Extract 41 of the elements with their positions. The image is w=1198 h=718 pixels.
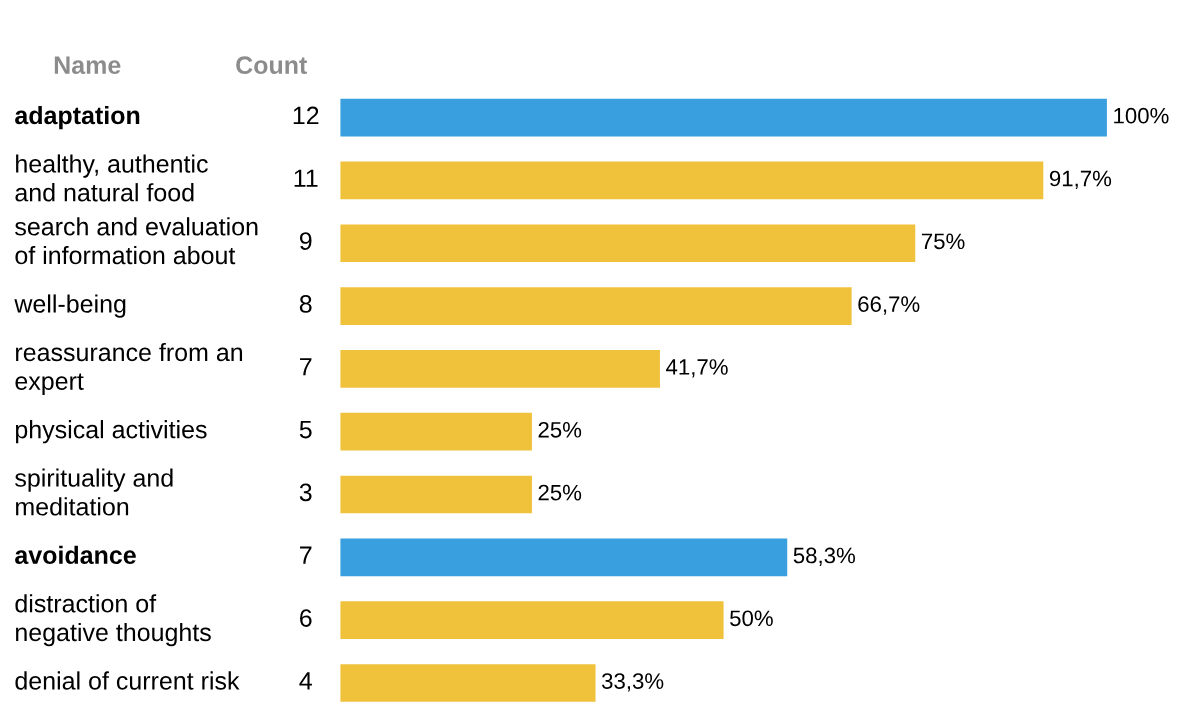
data-label: 25% xyxy=(538,421,582,438)
y2-tick-label: 8 xyxy=(299,295,312,313)
bar xyxy=(340,161,1044,200)
y-tick-label: distraction of negative thoughts xyxy=(15,594,211,647)
data-label: 25% xyxy=(538,484,582,501)
y2-tick-label: 5 xyxy=(299,420,312,439)
y2-tick-label: 9 xyxy=(299,232,312,250)
y-tick-label: avoidance xyxy=(15,545,136,565)
bar xyxy=(340,98,1107,137)
bar xyxy=(340,601,724,640)
y-tick-label: reassurance from an expert xyxy=(15,342,243,395)
y-tick-label: adaptation xyxy=(15,105,140,130)
bar xyxy=(340,475,532,514)
y-tick-label: spirituality and meditation xyxy=(15,468,173,516)
y-tick-label: well-being xyxy=(14,294,126,318)
text: Name xyxy=(54,56,121,75)
text: Count xyxy=(236,56,308,75)
y-tick-label: search and evaluation of information about xyxy=(15,217,258,265)
y-tick-label: denial of current risk xyxy=(15,671,240,690)
data-label: 66,7% xyxy=(858,296,920,315)
y2-tick-label: 7 xyxy=(300,358,312,376)
bar xyxy=(340,538,788,577)
data-label: 100% xyxy=(1114,107,1169,124)
data-label: 75% xyxy=(921,233,965,250)
data-label: 50% xyxy=(730,610,773,627)
y2-tick-label: 7 xyxy=(300,546,312,564)
bar xyxy=(340,287,852,325)
bar xyxy=(340,350,660,388)
data-label: 58,3% xyxy=(793,547,855,566)
bar xyxy=(340,224,916,263)
data-label: 33,3% xyxy=(601,673,664,692)
bar xyxy=(340,412,532,451)
y2-tick-label: 3 xyxy=(299,483,312,502)
y2-tick-label: 4 xyxy=(299,672,312,690)
y2-tick-label: 11 xyxy=(294,169,318,187)
data-label: 91,7% xyxy=(1049,170,1112,189)
y2-tick-label: 12 xyxy=(293,106,319,125)
bar xyxy=(340,664,596,702)
data-label: 41,7% xyxy=(666,359,728,378)
y-tick-label: physical activities xyxy=(15,420,207,444)
y2-tick-label: 6 xyxy=(300,609,312,627)
